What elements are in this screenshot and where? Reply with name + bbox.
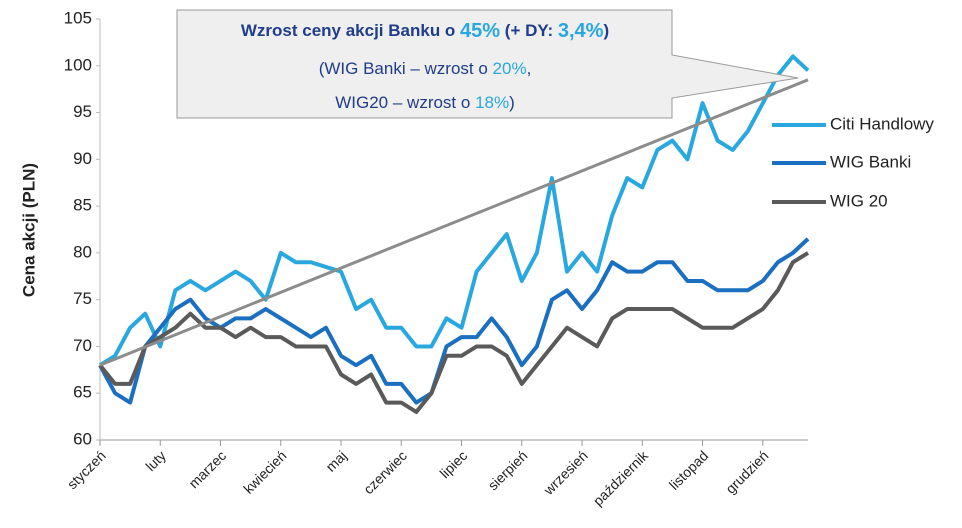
annotation-segment: ) xyxy=(509,93,515,112)
x-tick-label: maj xyxy=(322,447,349,474)
y-tick-label: 60 xyxy=(73,429,92,448)
y-tick-label: 100 xyxy=(64,55,92,74)
x-tick-label: marzec xyxy=(185,447,229,491)
y-tick-label: 95 xyxy=(73,102,92,121)
legend-label: Citi Handlowy xyxy=(830,114,934,133)
y-tick-label: 105 xyxy=(64,8,92,27)
annotation-text: WIG20 – wzrost o 18%) xyxy=(335,93,515,112)
annotation-segment: ) xyxy=(603,21,609,40)
annotation-text: (WIG Banki – wzrost o 20%, xyxy=(319,59,532,78)
y-tick-label: 90 xyxy=(73,149,92,168)
x-tick-label: kwiecień xyxy=(240,447,289,496)
callout-box xyxy=(176,9,799,119)
annotation-segment: 20% xyxy=(493,59,527,78)
x-tick-label: sierpień xyxy=(485,447,531,493)
x-tick-label: styczeń xyxy=(64,447,109,492)
series-line xyxy=(98,54,810,367)
x-tick-label: listopad xyxy=(666,447,711,492)
x-tick-label: grudzień xyxy=(722,447,771,496)
legend-label: WIG Banki xyxy=(830,152,911,171)
y-tick-label: 65 xyxy=(73,383,92,402)
y-tick-label: 85 xyxy=(73,196,92,215)
x-tick-label: październik xyxy=(590,447,652,509)
y-tick-label: 70 xyxy=(73,336,92,355)
annotation-segment: 3,4% xyxy=(558,20,604,42)
annotation-segment: 18% xyxy=(475,93,509,112)
annotation-segment: Wzrost ceny akcji Banku o xyxy=(241,21,460,40)
annotation-segment: , xyxy=(527,59,532,78)
annotation-segment: WIG20 – wzrost o xyxy=(335,93,475,112)
legend-label: WIG 20 xyxy=(830,191,888,210)
y-tick-label: 75 xyxy=(73,289,92,308)
annotation-text: Wzrost ceny akcji Banku o 45% (+ DY: 3,4… xyxy=(241,20,609,42)
x-tick-label: wrzesień xyxy=(540,447,591,498)
x-tick-label: luty xyxy=(142,447,169,474)
annotation-segment: (WIG Banki – wzrost o xyxy=(319,59,493,78)
trend-line xyxy=(99,78,809,367)
y-axis-label: Cena akcji (PLN) xyxy=(19,163,38,297)
annotation-segment: 45% xyxy=(460,20,500,42)
y-tick-label: 80 xyxy=(73,242,92,261)
x-tick-label: czerwiec xyxy=(360,447,410,497)
x-tick-label: lipiec xyxy=(436,447,470,481)
annotation-segment: (+ DY: xyxy=(500,21,558,40)
series-line xyxy=(98,251,810,414)
